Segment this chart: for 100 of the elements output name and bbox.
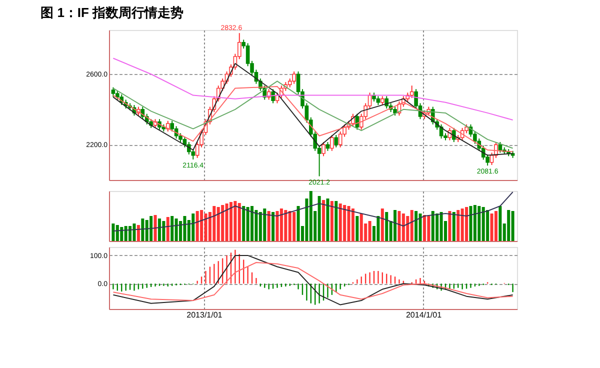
candlestick — [322, 142, 326, 157]
chart-title: 图 1：IF 指数周行情走势 — [40, 5, 184, 20]
bar — [318, 196, 321, 241]
bar — [296, 206, 300, 241]
bar — [246, 207, 250, 241]
bar — [263, 208, 266, 241]
bar — [254, 210, 258, 241]
bar — [376, 216, 380, 241]
bar — [166, 217, 170, 241]
bar — [196, 211, 199, 241]
bar — [212, 206, 216, 241]
bar — [478, 206, 481, 241]
bar — [116, 225, 119, 241]
bar — [272, 212, 275, 241]
bar — [460, 208, 464, 241]
bar — [132, 224, 136, 241]
bar — [128, 226, 132, 241]
bar — [238, 203, 241, 241]
candlestick — [271, 88, 275, 104]
line-series — [112, 58, 514, 120]
bar — [183, 216, 186, 241]
bar — [368, 221, 372, 241]
bar — [192, 214, 195, 241]
bar — [351, 208, 354, 241]
bar — [385, 212, 388, 241]
bar — [288, 211, 292, 241]
candlestick — [140, 106, 145, 120]
bar — [469, 206, 472, 241]
bar — [258, 212, 262, 241]
bar — [280, 208, 283, 241]
bar — [347, 206, 350, 241]
bar — [498, 206, 502, 241]
bar — [343, 205, 346, 241]
bar — [414, 211, 418, 241]
bar — [398, 211, 401, 241]
bar — [267, 211, 270, 241]
bar — [402, 214, 405, 241]
bar — [174, 218, 178, 241]
x-tick-label: 2014/1/01 — [406, 310, 442, 320]
bar — [242, 206, 246, 241]
bar — [221, 205, 224, 241]
bar — [250, 206, 254, 241]
bar — [356, 216, 359, 241]
bar — [326, 198, 330, 241]
bar — [452, 212, 456, 241]
bar — [418, 214, 422, 241]
bar — [360, 214, 363, 241]
line-series — [112, 254, 514, 306]
bar — [141, 218, 144, 241]
candlestick — [498, 142, 502, 154]
bar — [154, 215, 157, 241]
bar — [124, 226, 128, 241]
bar — [456, 210, 460, 241]
candlestick — [452, 127, 456, 143]
bar — [204, 214, 208, 241]
candlestick — [334, 134, 338, 148]
bar — [234, 201, 237, 241]
bar — [276, 211, 279, 241]
bar — [334, 201, 338, 241]
bar — [448, 211, 452, 241]
bar — [162, 221, 166, 241]
x-tick-label: 2013/1/01 — [186, 310, 223, 320]
bar — [440, 212, 443, 241]
bar — [494, 211, 498, 241]
bar — [150, 216, 153, 241]
bar — [431, 211, 434, 241]
bar — [170, 216, 174, 241]
bar — [145, 220, 148, 241]
bar — [229, 202, 232, 241]
bar — [490, 214, 494, 241]
bar — [292, 212, 296, 241]
bar — [465, 207, 468, 241]
candlestick — [111, 86, 116, 98]
bar — [158, 218, 161, 241]
bar — [200, 210, 204, 241]
bar — [284, 210, 288, 241]
bar — [394, 210, 397, 241]
bar — [322, 200, 326, 241]
line-series — [112, 262, 514, 302]
bar — [410, 210, 414, 241]
bar — [380, 208, 384, 241]
bar — [216, 207, 220, 241]
candlestick — [384, 96, 389, 110]
candlestick — [330, 134, 334, 152]
bar — [309, 191, 312, 241]
bar — [482, 207, 485, 241]
bar — [112, 224, 115, 241]
bar — [136, 225, 140, 241]
bar — [427, 216, 430, 241]
bar — [120, 227, 124, 241]
bar — [330, 201, 334, 241]
bar — [511, 211, 514, 241]
bar — [436, 214, 439, 241]
bar — [422, 215, 426, 241]
candlestick — [166, 120, 170, 132]
bar — [338, 204, 342, 241]
bar — [486, 210, 490, 241]
bar — [507, 210, 510, 241]
candlestick — [338, 130, 342, 148]
bar — [473, 205, 476, 241]
